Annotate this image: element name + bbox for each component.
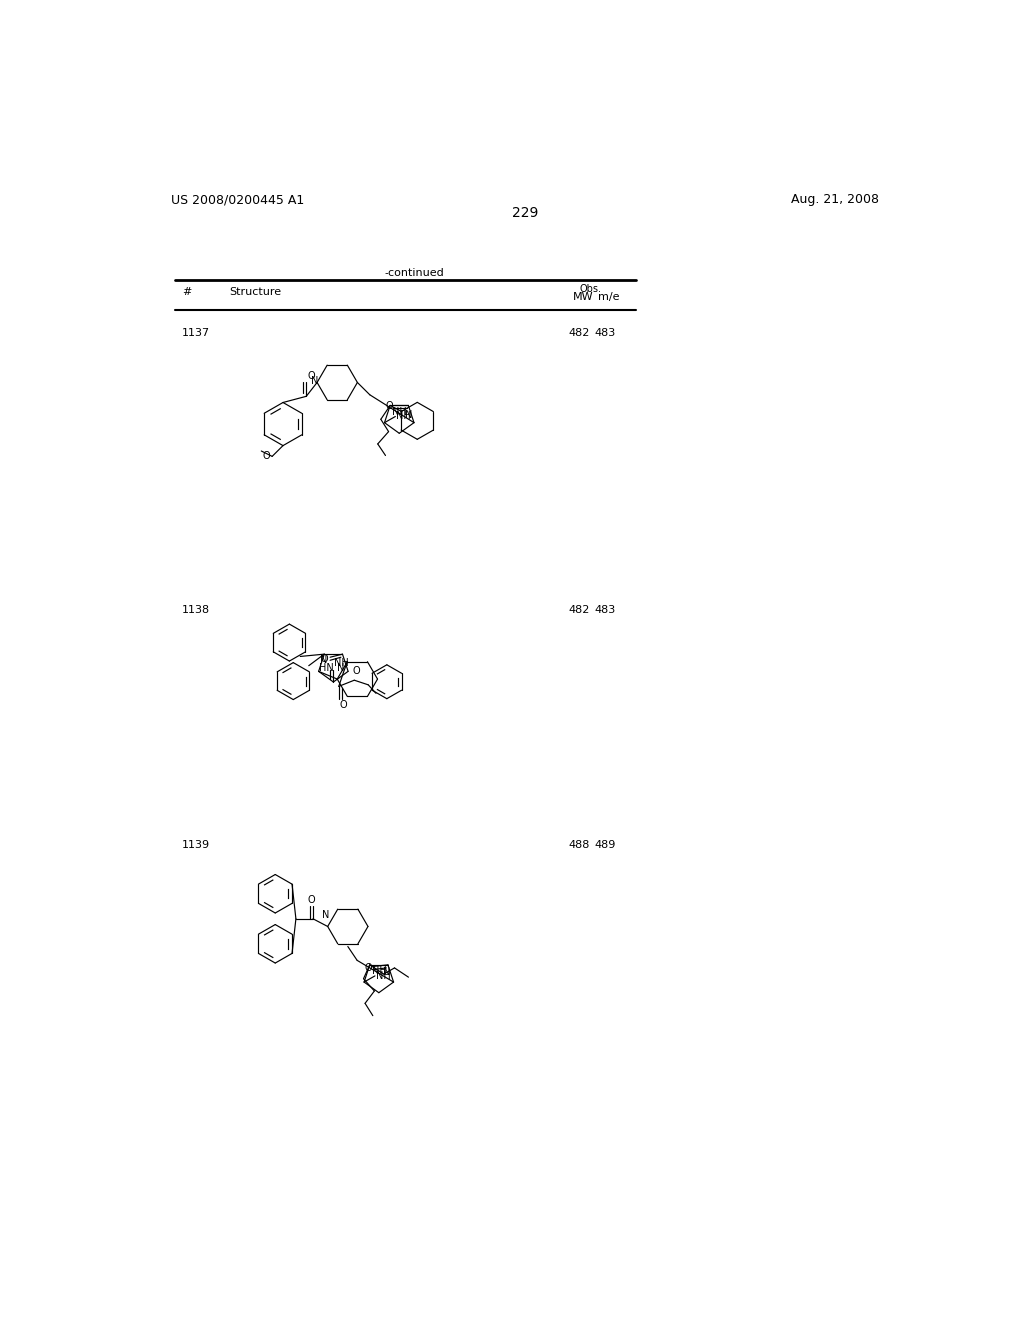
Text: NH: NH bbox=[392, 407, 407, 417]
Text: Obs.: Obs. bbox=[579, 284, 601, 294]
Text: NH: NH bbox=[334, 659, 349, 668]
Text: 1139: 1139 bbox=[182, 840, 210, 850]
Text: Aug. 21, 2008: Aug. 21, 2008 bbox=[791, 193, 879, 206]
Text: Structure: Structure bbox=[228, 286, 281, 297]
Text: MW: MW bbox=[572, 293, 594, 302]
Text: 482: 482 bbox=[568, 605, 590, 615]
Text: 229: 229 bbox=[512, 206, 538, 220]
Text: 483: 483 bbox=[595, 605, 615, 615]
Text: N: N bbox=[311, 376, 318, 387]
Text: N: N bbox=[383, 968, 390, 977]
Text: O: O bbox=[340, 700, 347, 710]
Text: US 2008/0200445 A1: US 2008/0200445 A1 bbox=[171, 193, 304, 206]
Text: O: O bbox=[385, 401, 393, 412]
Text: NH: NH bbox=[377, 972, 391, 981]
Text: 1138: 1138 bbox=[182, 605, 210, 615]
Text: N: N bbox=[323, 911, 330, 920]
Text: HN: HN bbox=[319, 663, 334, 673]
Text: #: # bbox=[182, 286, 191, 297]
Text: 489: 489 bbox=[595, 840, 615, 850]
Text: N: N bbox=[321, 655, 328, 665]
Text: O: O bbox=[352, 665, 359, 676]
Text: O: O bbox=[307, 895, 315, 906]
Text: m/e: m/e bbox=[598, 293, 620, 302]
Text: N: N bbox=[337, 663, 344, 673]
Text: NH: NH bbox=[372, 966, 387, 977]
Text: 483: 483 bbox=[595, 327, 615, 338]
Text: O: O bbox=[365, 962, 373, 973]
Text: O: O bbox=[321, 653, 329, 664]
Text: 488: 488 bbox=[568, 840, 590, 850]
Text: O: O bbox=[262, 451, 269, 462]
Text: O: O bbox=[307, 371, 314, 381]
Text: NH: NH bbox=[396, 412, 411, 421]
Text: N: N bbox=[406, 409, 413, 420]
Text: 1137: 1137 bbox=[182, 327, 210, 338]
Text: 482: 482 bbox=[568, 327, 590, 338]
Text: -continued: -continued bbox=[385, 268, 444, 277]
